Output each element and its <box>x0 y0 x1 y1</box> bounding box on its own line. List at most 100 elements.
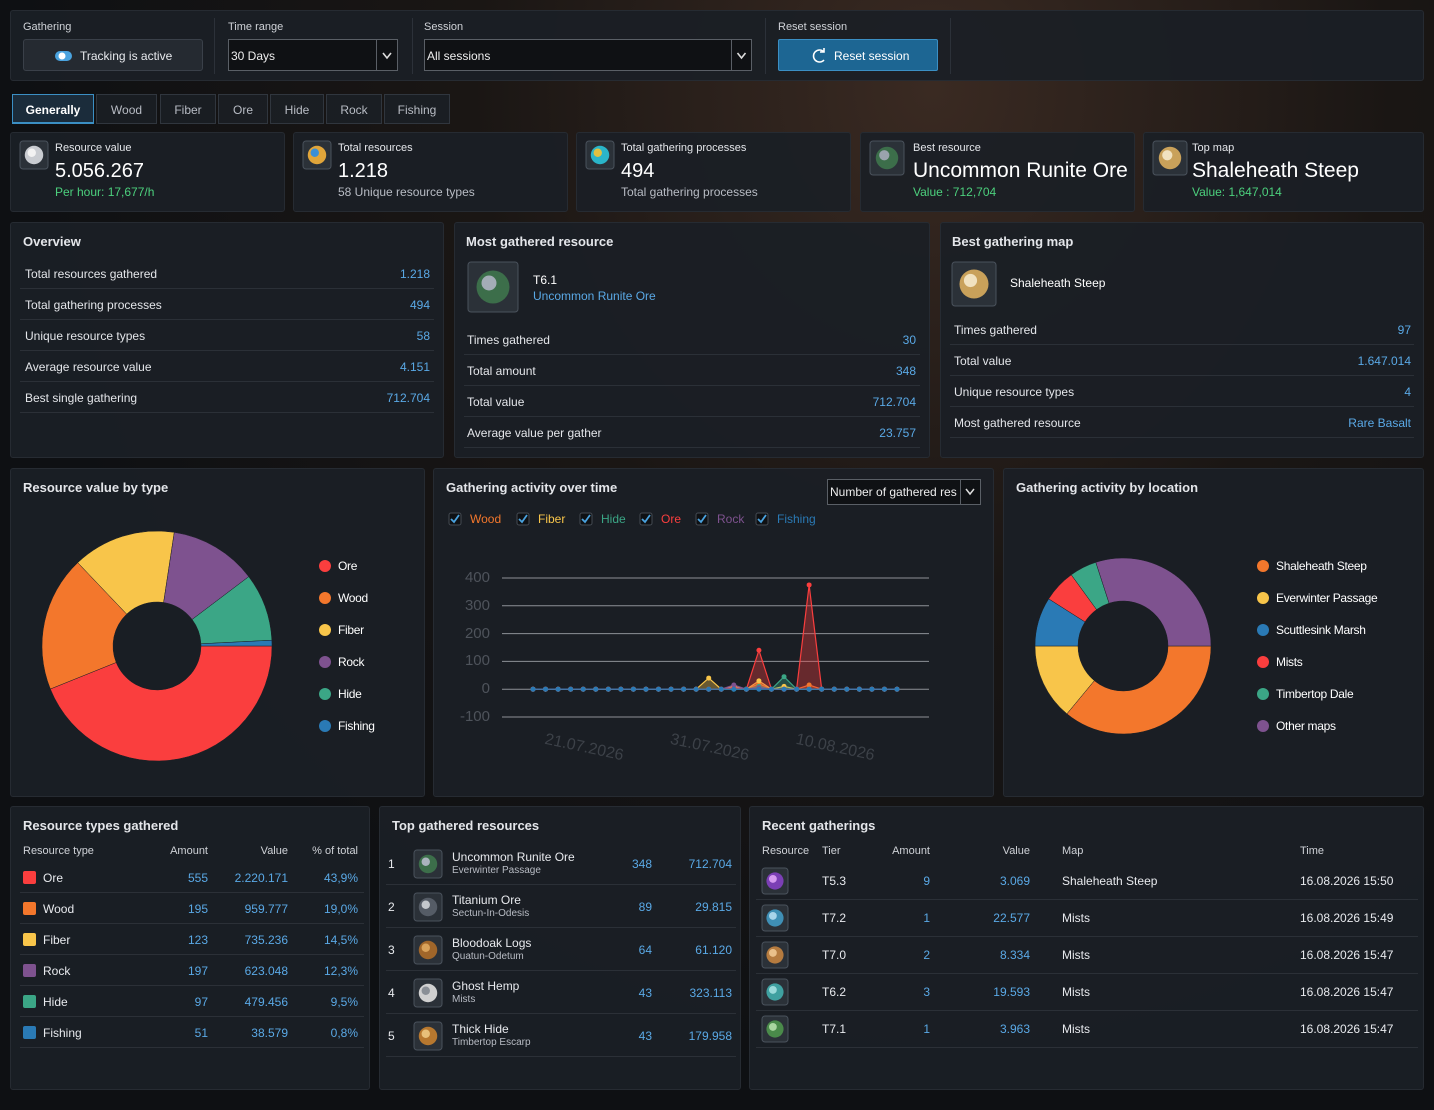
table-cell: Wood <box>43 902 75 916</box>
data-point <box>580 686 586 692</box>
icon-shape <box>769 875 777 883</box>
icon-shape <box>310 148 319 157</box>
row-separator <box>464 385 920 386</box>
pie-slice <box>50 645 273 762</box>
table-cell: 195 <box>187 902 208 916</box>
tracking-button[interactable] <box>23 39 203 71</box>
tab[interactable] <box>270 94 324 124</box>
table-cell: Rock <box>43 964 71 978</box>
tab-label[interactable]: Fiber <box>174 103 202 117</box>
table-cell: Fiber <box>43 933 71 947</box>
card-value: 494 <box>621 160 655 182</box>
time-range-select[interactable] <box>228 39 398 71</box>
divider <box>214 18 215 74</box>
resource-location: Timbertop Escarp <box>452 1037 531 1048</box>
legend-checkbox <box>695 512 709 526</box>
row-separator <box>20 350 434 351</box>
divider <box>412 18 413 74</box>
resource-location: Mists <box>452 994 476 1005</box>
reset-button[interactable] <box>778 39 938 71</box>
tab[interactable] <box>96 94 157 124</box>
data-point <box>844 686 850 692</box>
stat-card <box>576 132 851 212</box>
icon-shape <box>481 275 497 291</box>
legend-label: Other maps <box>1276 719 1336 733</box>
data-point <box>681 686 687 692</box>
icon-shape <box>963 273 978 288</box>
chevron <box>965 488 975 496</box>
color-swatch <box>23 964 36 977</box>
color-swatch <box>23 871 36 884</box>
rank: 4 <box>388 986 395 1000</box>
table-cell: 12,3% <box>323 964 358 978</box>
legend-label: Shaleheath Steep <box>1276 559 1367 573</box>
legend-label: Ore <box>661 512 682 526</box>
legend-marker <box>319 656 331 668</box>
table-cell: Fishing <box>43 1026 82 1040</box>
data-point <box>693 686 699 692</box>
table-cell: 16.08.2026 15:49 <box>1300 911 1394 925</box>
icon-shape <box>27 148 36 157</box>
tab-label[interactable]: Generally <box>25 103 81 117</box>
value: 61.120 <box>695 943 732 957</box>
data-point <box>781 674 787 680</box>
row-separator <box>20 381 434 382</box>
amount: 43 <box>638 986 652 1000</box>
row-separator <box>464 354 920 355</box>
table-cell: 1 <box>923 1022 930 1036</box>
tab-label[interactable]: Hide <box>284 103 310 117</box>
data-point <box>806 582 812 588</box>
rank: 3 <box>388 943 395 957</box>
pie-slice <box>200 639 273 647</box>
toggle-knob <box>58 52 66 60</box>
tab[interactable] <box>384 94 450 124</box>
value: 29.815 <box>695 900 732 914</box>
select-value: Number of gathered res <box>830 485 957 499</box>
tab[interactable] <box>326 94 382 124</box>
rank: 1 <box>388 857 395 871</box>
tab-label[interactable]: Fishing <box>397 103 437 117</box>
data-point <box>831 686 837 692</box>
card-sub: Total gathering processes <box>621 185 758 199</box>
divider <box>765 18 766 74</box>
resource-name: Bloodoak Logs <box>452 936 532 950</box>
card-sub: Per hour: 17,677/h <box>55 185 155 199</box>
icon-shape <box>421 857 430 866</box>
tab-label[interactable]: Wood <box>110 103 143 117</box>
legend-marker <box>319 688 331 700</box>
color-swatch <box>23 1026 36 1039</box>
value: 712.704 <box>688 857 732 871</box>
session-select[interactable] <box>424 39 752 71</box>
x-tick-label: 31.07.2026 <box>669 731 751 764</box>
legend-marker <box>1257 688 1269 700</box>
legend-marker <box>1257 560 1269 572</box>
tab-label[interactable]: Rock <box>340 103 368 117</box>
table-cell: 16.08.2026 15:47 <box>1300 948 1394 962</box>
legend-label: Timbertop Dale <box>1276 687 1354 701</box>
panel-title: Best gathering map <box>952 234 1074 249</box>
metric-select[interactable] <box>827 479 981 505</box>
data-point <box>756 678 762 684</box>
amount: 64 <box>638 943 652 957</box>
tab[interactable] <box>218 94 268 124</box>
row-label: Times gathered <box>467 333 550 347</box>
check <box>450 514 460 524</box>
row-value: 712.704 <box>386 391 430 405</box>
data-point <box>731 686 737 692</box>
legend-marker <box>319 720 331 732</box>
pie-slice <box>1066 645 1212 735</box>
legend-marker <box>1257 656 1269 668</box>
tab-label[interactable]: Ore <box>232 103 253 117</box>
chart-title: Resource value by type <box>23 480 169 495</box>
tab[interactable] <box>12 94 94 124</box>
row-separator <box>20 319 434 320</box>
row-value: 1.647.014 <box>1357 354 1411 368</box>
legend-marker <box>319 592 331 604</box>
tab[interactable] <box>160 94 216 124</box>
check <box>697 514 707 524</box>
resource-name: Thick Hide <box>452 1022 509 1036</box>
data-point <box>656 686 662 692</box>
table-cell: 14,5% <box>323 933 358 947</box>
resource-name: Titanium Ore <box>452 893 521 907</box>
select-divider <box>376 40 377 70</box>
